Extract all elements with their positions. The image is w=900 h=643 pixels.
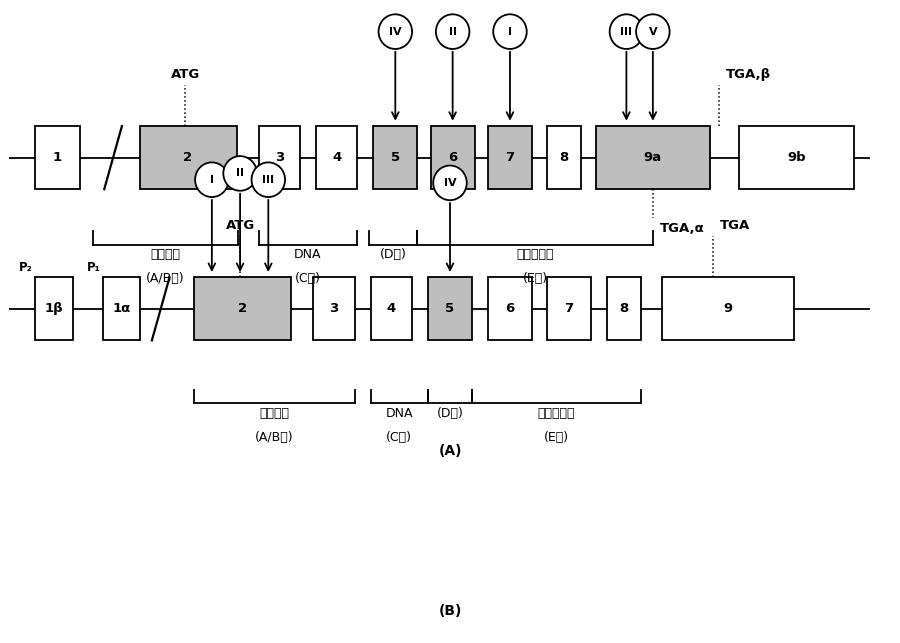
Text: III: III [620,26,633,37]
Ellipse shape [195,163,229,197]
Text: 5: 5 [446,302,454,316]
Text: ATG: ATG [226,219,255,232]
Bar [316,126,357,189]
Bar [488,277,532,340]
Text: (B): (B) [438,604,462,619]
Text: 2: 2 [238,302,248,316]
Bar [35,277,73,340]
Text: 配体结合区: 配体结合区 [517,248,554,261]
Text: V: V [649,26,657,37]
Text: 6: 6 [506,302,515,316]
Ellipse shape [433,165,467,200]
Bar [258,126,300,189]
Text: (A/B区): (A/B区) [146,272,184,285]
Text: (E区): (E区) [544,431,569,444]
Bar [374,126,418,189]
Text: 免疫源区: 免疫源区 [150,248,181,261]
Text: 免疫源区: 免疫源区 [259,406,290,420]
Ellipse shape [636,14,670,49]
Text: 1β: 1β [45,302,63,316]
Text: (C区): (C区) [386,431,412,444]
Text: 1α: 1α [112,302,131,316]
Text: (A): (A) [438,444,462,458]
Text: 3: 3 [329,302,338,316]
Text: 2: 2 [184,151,193,164]
Bar [35,126,79,189]
Text: TGA,β: TGA,β [726,68,771,81]
Text: II: II [236,168,244,178]
Text: III: III [262,175,274,185]
Text: DNA: DNA [294,248,321,261]
Text: P₁: P₁ [86,261,101,274]
Bar [371,277,412,340]
Bar [596,126,710,189]
Text: 9: 9 [724,302,733,316]
Text: I: I [210,175,214,185]
Text: 9a: 9a [644,151,662,164]
Bar [607,277,641,340]
Text: 4: 4 [332,151,341,164]
Text: 3: 3 [274,151,284,164]
Text: TGA: TGA [720,219,750,232]
Text: 6: 6 [448,151,457,164]
Ellipse shape [609,14,644,49]
Text: 8: 8 [559,151,569,164]
Bar [140,126,237,189]
Text: (D区): (D区) [380,248,407,261]
Bar [739,126,854,189]
Text: P₂: P₂ [19,261,32,274]
Text: IV: IV [444,178,456,188]
Ellipse shape [493,14,526,49]
Text: 5: 5 [391,151,400,164]
Text: (A/B区): (A/B区) [256,431,293,444]
Text: II: II [448,26,456,37]
Text: ATG: ATG [171,68,200,81]
Text: 4: 4 [387,302,396,316]
Bar [488,126,532,189]
Bar [313,277,355,340]
Bar [428,277,472,340]
Text: 配体结合区: 配体结合区 [537,406,575,420]
Ellipse shape [223,156,256,191]
Bar [547,277,591,340]
Bar [662,277,794,340]
Ellipse shape [251,163,285,197]
Text: I: I [508,26,512,37]
Ellipse shape [379,14,412,49]
Text: 7: 7 [564,302,573,316]
Bar [104,277,140,340]
Bar [547,126,580,189]
Text: 9b: 9b [788,151,806,164]
Text: 7: 7 [506,151,515,164]
Ellipse shape [436,14,470,49]
Text: (D区): (D区) [436,406,464,420]
Text: IV: IV [389,26,401,37]
Text: 1: 1 [53,151,62,164]
Bar [194,277,292,340]
Text: TGA,α: TGA,α [660,222,705,235]
Text: DNA: DNA [385,406,413,420]
Text: (E区): (E区) [523,272,548,285]
Text: 8: 8 [619,302,628,316]
Text: (C区): (C区) [295,272,321,285]
Bar [430,126,474,189]
